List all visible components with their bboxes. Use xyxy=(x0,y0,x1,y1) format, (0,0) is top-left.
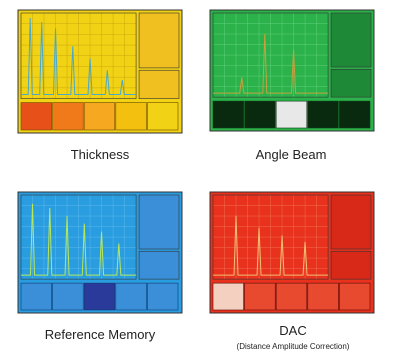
status-cell xyxy=(84,283,115,310)
status-cell xyxy=(308,283,339,310)
status-cell xyxy=(116,283,147,310)
caption: Angle Beam xyxy=(196,147,386,162)
status-cell xyxy=(213,283,244,310)
screen xyxy=(18,10,182,133)
side-panel xyxy=(331,13,371,67)
caption: Thickness xyxy=(5,147,195,162)
side-panel xyxy=(331,69,371,97)
status-cell xyxy=(84,103,115,130)
side-panel xyxy=(139,70,179,98)
caption: DAC xyxy=(198,323,388,338)
caption: Reference Memory xyxy=(5,327,195,342)
side-panel xyxy=(331,251,371,279)
status-cell xyxy=(21,103,52,130)
status-cell xyxy=(116,103,147,130)
status-cell xyxy=(339,101,370,128)
side-panel xyxy=(139,195,179,249)
status-cell xyxy=(339,283,370,310)
screen xyxy=(210,192,374,313)
status-cell xyxy=(245,101,276,128)
page: Thickness Angle Beam Reference Memory DA… xyxy=(0,0,396,354)
status-cell xyxy=(53,103,84,130)
subcaption: (Distance Amplitude Correction) xyxy=(193,342,393,351)
screen xyxy=(210,10,374,131)
status-cell xyxy=(213,101,244,128)
status-cell xyxy=(147,103,178,130)
status-cell xyxy=(21,283,52,310)
status-cell xyxy=(245,283,276,310)
status-cell xyxy=(147,283,178,310)
status-cell xyxy=(308,101,339,128)
status-cell xyxy=(53,283,84,310)
screen xyxy=(18,192,182,313)
status-cell xyxy=(276,101,307,128)
side-panel xyxy=(139,251,179,279)
side-panel xyxy=(331,195,371,249)
screens xyxy=(0,0,396,354)
side-panel xyxy=(139,13,179,68)
status-cell xyxy=(276,283,307,310)
